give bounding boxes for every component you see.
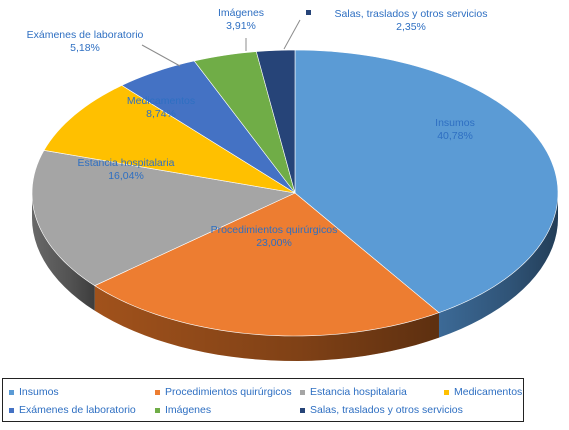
slice-name: Procedimientos quirúrgicos (211, 224, 338, 236)
legend-label: Salas, traslados y otros servicios (310, 404, 463, 416)
pie-slice-salas-traslados-y-otros-servicios (255, 49, 296, 194)
pie-side-shade (438, 193, 558, 338)
leader-line (283, 19, 301, 50)
legend-label: Medicamentos (454, 386, 523, 398)
slice-value: 5,18% (70, 42, 100, 54)
slice-value: 8,74% (146, 108, 176, 120)
legend-item-insumos: Insumos (9, 386, 59, 398)
slice-value: 40,78% (437, 130, 473, 142)
legend-label: Estancia hospitalaria (310, 386, 407, 398)
pie-side-shade (32, 193, 95, 311)
legend: Insumos Procedimientos quirúrgicos Estan… (2, 378, 524, 422)
slice-name: Medicamentos (127, 95, 195, 107)
legend-swatch (300, 407, 305, 413)
legend-swatch (444, 389, 449, 395)
slice-value: 2,35% (396, 21, 426, 33)
legend-label: Insumos (19, 386, 59, 398)
legend-label: Procedimientos quirúrgicos (165, 386, 292, 398)
label-marker-salas (306, 10, 311, 15)
legend-item-examenes: Exámenes de laboratorio (9, 404, 136, 416)
slice-value: 3,91% (226, 20, 256, 32)
legend-label: Exámenes de laboratorio (19, 404, 136, 416)
pie-slice-examenes-de-laboratorio (121, 60, 296, 194)
legend-item-imagenes: Imágenes (155, 404, 211, 416)
pie-tops (31, 49, 559, 337)
legend-item-salas: Salas, traslados y otros servicios (300, 404, 463, 416)
slice-name: Estancia hospitalaria (78, 157, 175, 169)
pie-slice-estancia-hospitalaria (31, 150, 297, 287)
slice-value: 23,00% (256, 237, 292, 249)
slice-name: Exámenes de laboratorio (27, 29, 144, 41)
pie-slice-imagenes (193, 51, 296, 194)
slice-name: Insumos (435, 117, 475, 129)
slice-value: 16,04% (108, 170, 144, 182)
legend-item-estancia: Estancia hospitalaria (300, 386, 407, 398)
leader-lines (141, 19, 301, 67)
legend-swatch (9, 389, 14, 395)
slice-name: Salas, traslados y otros servicios (335, 8, 488, 20)
legend-swatch (155, 407, 160, 413)
legend-swatch (9, 407, 14, 413)
pie-slice-medicamentos (43, 85, 296, 194)
legend-item-medicamentos: Medicamentos (444, 386, 522, 398)
pie-slice-insumos (294, 49, 559, 314)
pie-side-shade (94, 285, 439, 361)
legend-swatch (300, 389, 305, 395)
pie-sides (32, 193, 558, 361)
legend-label: Imágenes (165, 404, 212, 416)
pie-slice-procedimientos-quirurgicos (94, 192, 440, 337)
legend-swatch (155, 389, 160, 395)
leader-line (141, 44, 181, 67)
slice-name: Imágenes (218, 7, 264, 19)
legend-item-procedimientos: Procedimientos quirúrgicos (155, 386, 292, 398)
